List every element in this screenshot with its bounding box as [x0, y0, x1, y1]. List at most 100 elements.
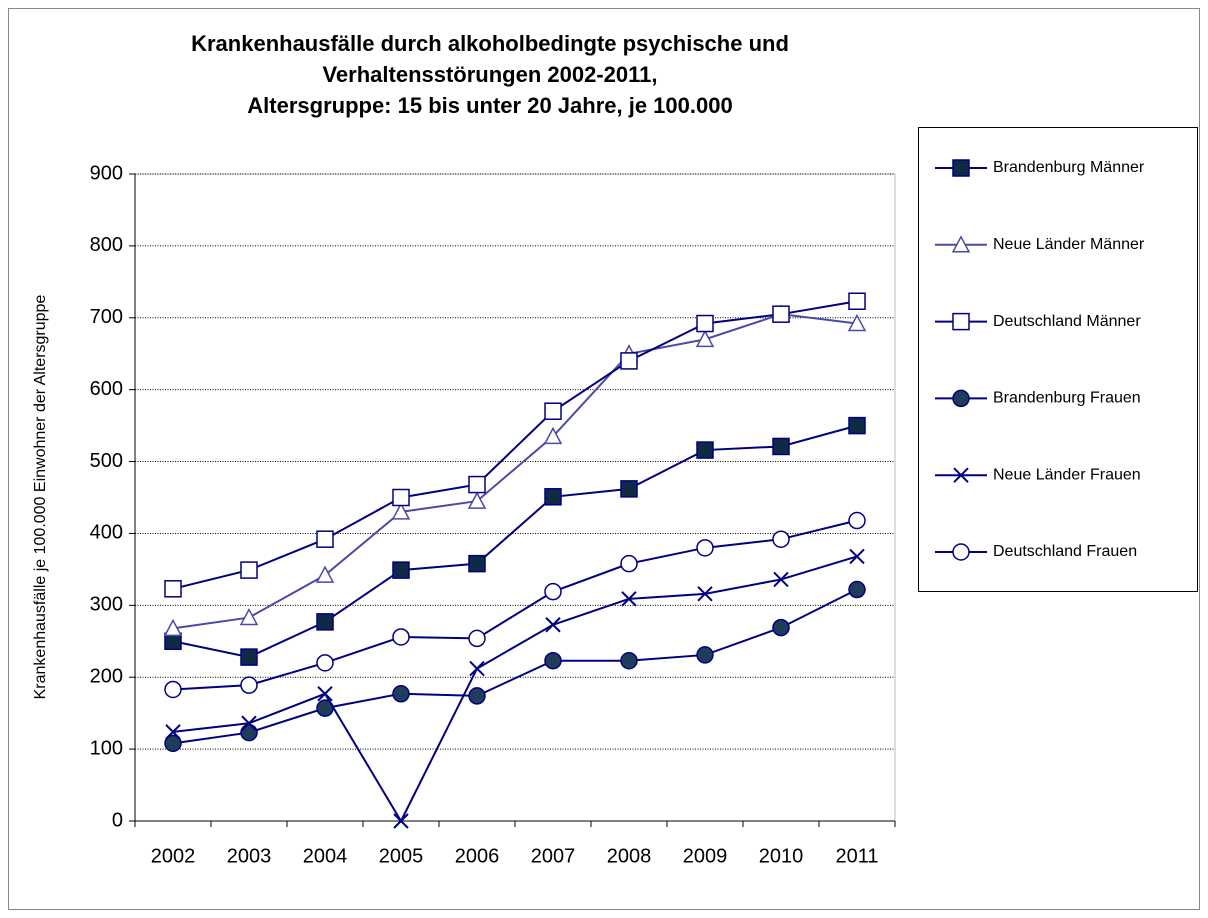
y-tick-label: 300 — [90, 594, 123, 616]
marker — [468, 554, 486, 573]
marker — [620, 480, 638, 498]
marker — [164, 680, 182, 699]
marker — [621, 591, 637, 607]
marker — [696, 646, 714, 664]
marker — [848, 292, 866, 310]
marker — [316, 530, 334, 548]
series-line — [172, 313, 858, 630]
legend-marker — [952, 312, 970, 331]
legend-label: Neue Länder Frauen — [993, 466, 1141, 483]
marker — [468, 629, 486, 648]
legend-label: Neue Länder Männer — [993, 236, 1145, 253]
marker — [316, 613, 334, 631]
x-tick-label: 2003 — [227, 845, 272, 867]
y-tick-label: 600 — [90, 378, 123, 400]
x-tick-label: 2006 — [455, 845, 500, 867]
series-line — [172, 588, 858, 745]
marker — [773, 571, 789, 588]
marker — [620, 554, 638, 573]
legend-label: Deutschland Männer — [993, 313, 1141, 330]
marker — [544, 488, 562, 506]
legend-marker — [953, 467, 969, 483]
marker — [392, 628, 410, 646]
marker — [241, 715, 257, 731]
marker — [697, 586, 713, 602]
marker — [848, 511, 866, 530]
y-tick-label: 200 — [90, 666, 123, 688]
y-tick-label: 700 — [90, 306, 123, 328]
marker — [696, 441, 714, 459]
series-line — [172, 519, 858, 691]
marker — [468, 687, 486, 705]
x-tick-label: 2010 — [759, 845, 804, 867]
marker — [545, 617, 561, 633]
marker — [543, 426, 563, 445]
legend-marker — [952, 543, 970, 561]
chart-title: Altersgruppe: 15 bis unter 20 Jahre, je … — [247, 93, 732, 118]
x-tick-label: 2004 — [303, 845, 348, 867]
marker — [620, 352, 638, 370]
marker — [468, 475, 486, 494]
legend-label: Deutschland Frauen — [993, 543, 1137, 560]
marker — [239, 607, 259, 626]
legend-label: Brandenburg Männer — [993, 159, 1145, 176]
series-line — [172, 555, 858, 824]
legend-label: Brandenburg Frauen — [993, 390, 1141, 407]
marker — [315, 565, 335, 583]
marker — [316, 654, 334, 672]
legend-marker — [951, 235, 971, 253]
marker — [847, 313, 867, 332]
marker — [696, 314, 714, 333]
marker — [544, 651, 562, 670]
marker — [240, 723, 258, 742]
x-tick-label: 2005 — [379, 845, 424, 867]
marker — [163, 618, 183, 637]
marker — [393, 813, 409, 829]
marker — [164, 580, 182, 598]
marker — [391, 502, 411, 520]
marker — [165, 724, 181, 740]
series-line — [172, 424, 858, 659]
x-tick-label: 2011 — [835, 845, 878, 867]
marker — [772, 305, 790, 323]
y-tick-label: 0 — [112, 809, 123, 831]
y-tick-label: 400 — [90, 522, 123, 544]
marker — [772, 618, 790, 637]
x-tick-label: 2008 — [607, 845, 652, 867]
y-tick-label: 500 — [90, 450, 123, 472]
legend-box — [918, 127, 1198, 592]
marker — [240, 676, 258, 694]
plot-area — [134, 173, 896, 822]
marker — [317, 686, 333, 702]
legend-marker — [952, 159, 970, 177]
y-tick-label: 100 — [90, 737, 123, 759]
marker — [772, 530, 790, 548]
marker — [164, 734, 182, 753]
y-tick-label: 800 — [90, 234, 123, 256]
marker — [620, 651, 638, 670]
marker — [392, 561, 410, 579]
chart-title: Verhaltensstörungen 2002-2011, — [322, 62, 657, 87]
marker — [772, 437, 790, 456]
marker — [544, 582, 562, 601]
marker — [469, 660, 485, 677]
marker — [696, 539, 714, 557]
marker — [392, 488, 410, 507]
y-tick-label: 900 — [90, 162, 123, 184]
legend-marker — [952, 389, 970, 408]
series-line — [172, 300, 858, 590]
marker — [392, 685, 410, 703]
marker — [240, 648, 258, 666]
y-axis-label: Krankenhausfälle je 100.000 Einwohner de… — [32, 295, 49, 700]
marker — [849, 548, 865, 565]
x-tick-label: 2002 — [151, 845, 196, 867]
marker — [240, 561, 258, 579]
marker — [695, 329, 715, 348]
x-tick-label: 2009 — [683, 845, 728, 867]
marker — [467, 491, 487, 509]
marker — [848, 580, 866, 599]
x-tick-label: 2007 — [531, 845, 576, 867]
chart-title: Krankenhausfälle durch alkoholbedingte p… — [191, 31, 789, 56]
marker — [544, 402, 562, 420]
